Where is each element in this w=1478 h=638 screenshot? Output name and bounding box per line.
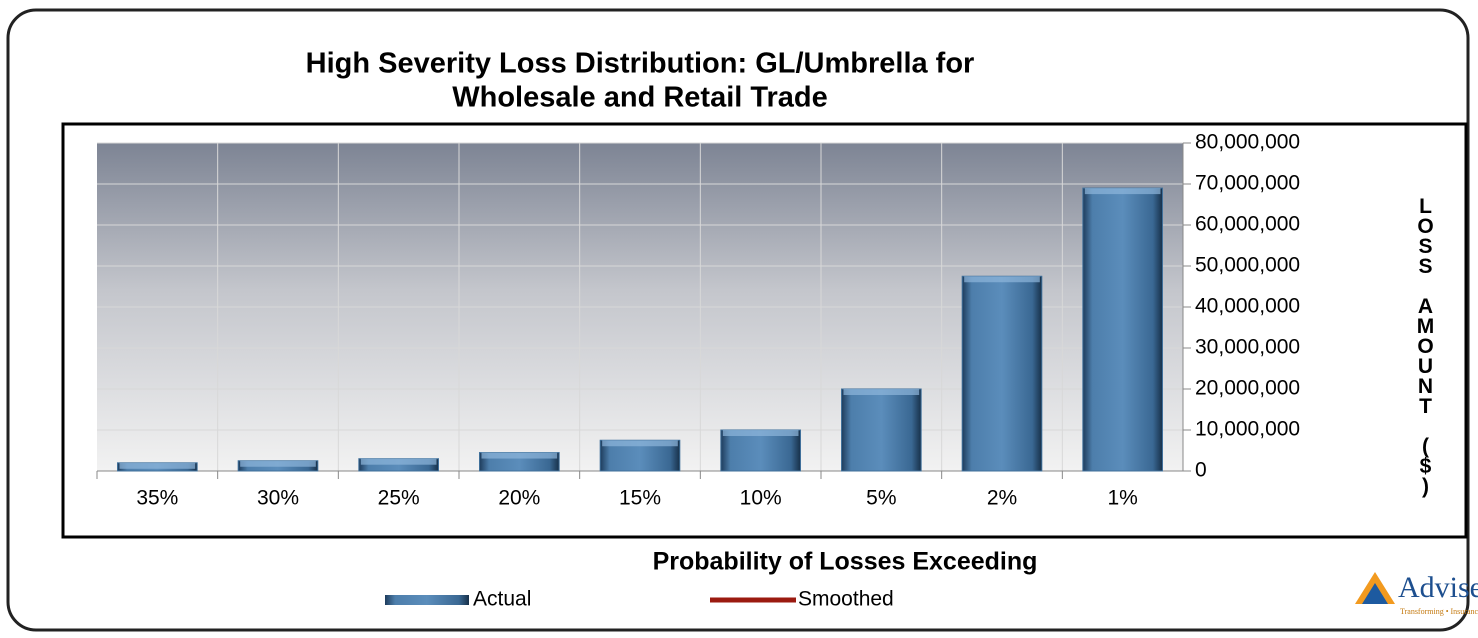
bar-cap <box>843 389 920 395</box>
bar-cap <box>240 460 316 467</box>
bar <box>961 275 1043 472</box>
logo-text: Advisen <box>1398 571 1478 604</box>
y-axis-title-box: LOSS AMOUNT ($) <box>1414 195 1437 495</box>
chart-title: Wholesale and Retail Trade <box>452 82 828 114</box>
x-tick-label: 10% <box>740 487 782 510</box>
bar-cap <box>722 430 799 436</box>
x-tick-label: 2% <box>987 487 1017 510</box>
y-axis-title: LOSS AMOUNT ($) <box>1414 195 1437 495</box>
y-tick-label: 70,000,000 <box>1195 172 1300 195</box>
bar <box>841 388 922 472</box>
y-tick-label: 60,000,000 <box>1195 213 1300 236</box>
x-axis-title: Probability of Losses Exceeding <box>653 548 1038 576</box>
y-tick-label: 0 <box>1195 459 1207 482</box>
y-tick-label: 20,000,000 <box>1195 377 1300 400</box>
bar <box>1082 187 1163 472</box>
x-tick-label: 20% <box>498 487 540 510</box>
y-tick-label: 10,000,000 <box>1195 418 1300 441</box>
y-tick-label: 40,000,000 <box>1195 295 1300 318</box>
bar-cap <box>481 452 558 459</box>
bar-cap <box>602 440 678 447</box>
y-tick-label: 50,000,000 <box>1195 254 1300 277</box>
bar <box>720 429 801 472</box>
logo: Advisen Transforming • Insurance <box>1355 571 1478 616</box>
legend-label: Smoothed <box>798 588 894 611</box>
x-tick-label: 5% <box>866 487 896 510</box>
logo-tagline: Transforming • Insurance <box>1400 607 1478 616</box>
y-tick-label: 80,000,000 <box>1195 131 1300 154</box>
bar-cap <box>964 276 1040 283</box>
chart-title: High Severity Loss Distribution: GL/Umbr… <box>306 48 975 80</box>
bar-cap <box>1084 188 1161 195</box>
bar-cap <box>119 462 196 469</box>
x-tick-label: 15% <box>619 487 661 510</box>
x-tick-label: 25% <box>378 487 420 510</box>
y-tick-label: 30,000,000 <box>1195 336 1300 359</box>
legend-swatch <box>385 595 469 605</box>
x-tick-label: 35% <box>136 487 178 510</box>
logo-icon <box>1362 583 1388 604</box>
legend-label: Actual <box>473 588 531 611</box>
x-tick-label: 1% <box>1107 487 1137 510</box>
bar-cap <box>360 458 437 465</box>
x-tick-label: 30% <box>257 487 299 510</box>
